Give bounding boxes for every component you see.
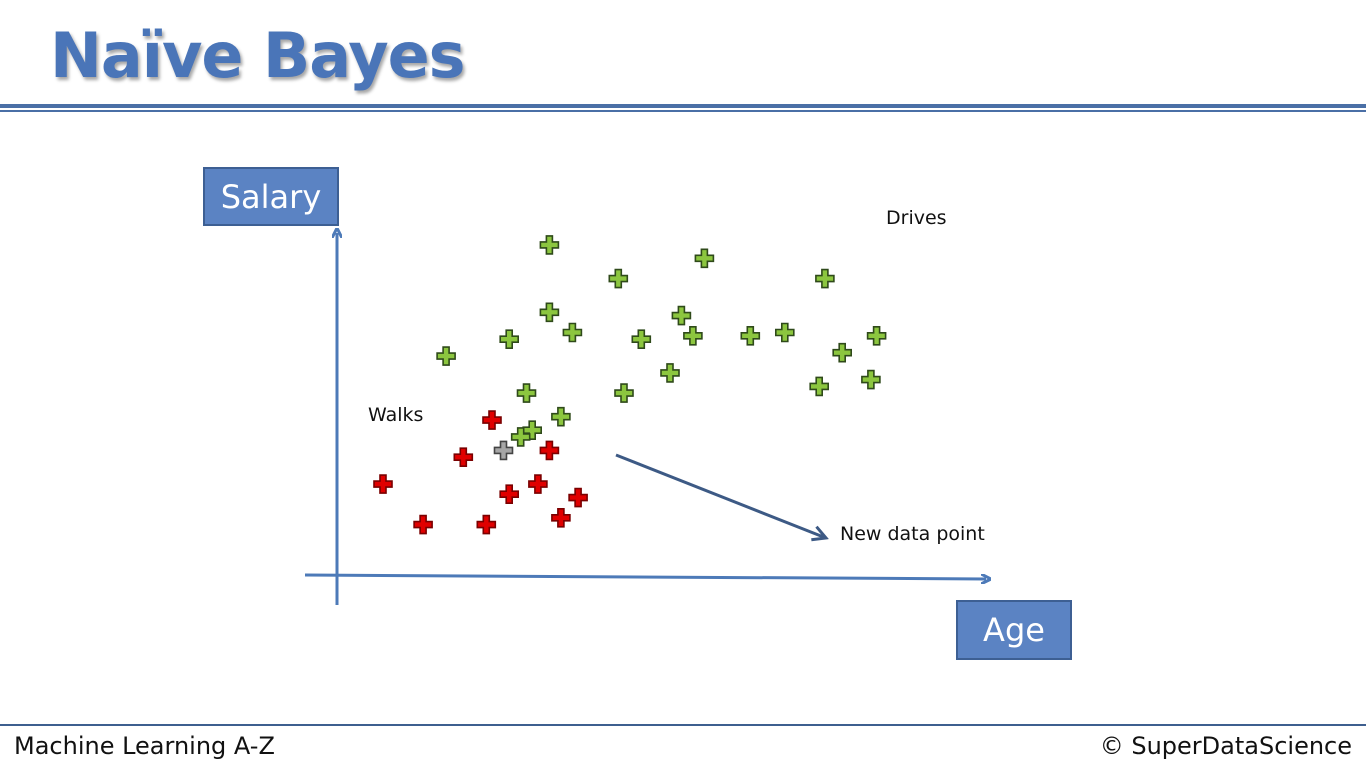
drives-point (694, 248, 715, 269)
drives-point (516, 383, 537, 403)
walks-point (539, 440, 560, 461)
walks-point (499, 484, 520, 505)
legend-label-walks: Walks (368, 404, 424, 426)
walks-point (568, 487, 588, 508)
legend-label-drives: Drives (886, 207, 947, 229)
drives-point (631, 329, 652, 350)
drives-point (774, 322, 795, 343)
walks-point (413, 514, 433, 535)
copyright: © SuperDataScience (1099, 732, 1352, 760)
y-axis-label: Salary (203, 167, 339, 226)
drives-point (539, 235, 560, 255)
course-name: Machine Learning A-Z (14, 732, 275, 760)
drives-point (832, 342, 853, 363)
drives-point (683, 325, 703, 346)
new-data-point (493, 440, 514, 461)
walks-point (373, 474, 393, 494)
data-points (373, 235, 887, 535)
slide-title: Naïve Bayes (50, 19, 466, 92)
new-point-callout-arrow (615, 453, 826, 538)
drives-point (866, 325, 887, 346)
drives-point (562, 322, 583, 343)
footer-divider (0, 724, 1366, 726)
drives-point (809, 376, 830, 397)
drives-point (499, 329, 520, 350)
walks-point (551, 507, 571, 528)
walks-point (476, 514, 497, 535)
drives-point (614, 383, 634, 403)
drives-point (539, 302, 560, 323)
title-divider-thin (0, 110, 1366, 112)
walks-point (528, 474, 548, 494)
new-point-label: New data point (840, 523, 985, 545)
drives-point (740, 325, 761, 346)
title-divider (0, 104, 1366, 108)
drives-point (551, 406, 571, 427)
drives-point (608, 268, 629, 289)
drives-point (815, 268, 835, 289)
drives-point (510, 427, 531, 447)
x-axis (304, 573, 986, 579)
drives-point (671, 305, 692, 326)
x-axis-label: Age (956, 600, 1072, 660)
drives-point (436, 346, 456, 366)
walks-point (453, 447, 474, 468)
drives-point (861, 369, 881, 390)
drives-point (660, 363, 680, 383)
walks-point (482, 410, 502, 430)
